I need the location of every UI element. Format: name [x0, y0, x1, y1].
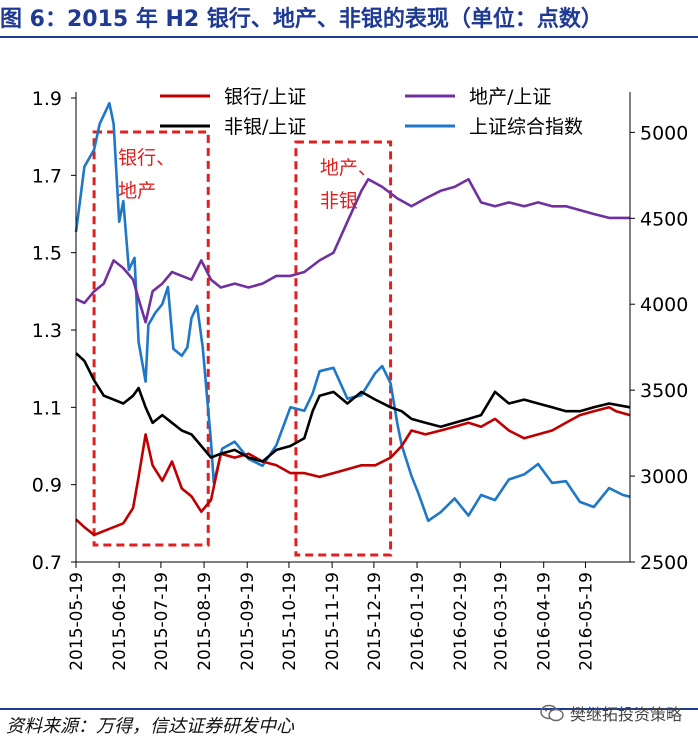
- annotation-label: 银行、: [118, 147, 175, 169]
- x-tick-label: 2016-03-19: [492, 572, 512, 671]
- left-tick-label: 0.9: [32, 475, 62, 497]
- x-tick-label: 2015-11-19: [323, 572, 343, 671]
- x-tick-label: 2015-12-19: [365, 572, 385, 671]
- right-tick-label: 2500: [640, 552, 688, 574]
- series-line-0: [75, 405, 631, 537]
- highlight-box: [294, 140, 393, 557]
- series-line-3: [74, 101, 631, 523]
- right-tick-label: 4000: [640, 294, 688, 316]
- x-tick-label: 2016-02-19: [451, 572, 471, 671]
- x-tick-label: 2016-01-19: [408, 572, 428, 671]
- source-divider: [0, 708, 698, 710]
- x-tick-label: 2015-08-19: [195, 572, 215, 671]
- series-layer: [74, 101, 631, 537]
- source-note: 资料来源：万得，信达证券研发中心: [6, 716, 294, 737]
- annotation-label: 非银: [320, 190, 358, 212]
- legend-label: 地产/上证: [469, 86, 551, 108]
- wechat-icon: [540, 704, 564, 722]
- left-tick-label: 0.7: [32, 552, 62, 574]
- legend-label: 上证综合指数: [469, 116, 583, 138]
- x-tick-label: 2015-05-19: [67, 572, 87, 671]
- left-tick-label: 1.9: [32, 88, 62, 110]
- series-line-2: [75, 352, 631, 463]
- annotation-label: 地产、: [320, 157, 377, 179]
- legend-label: 银行/上证: [224, 86, 306, 108]
- chart-title: 图 6：2015 年 H2 银行、地产、非银的表现（单位：点数）: [0, 7, 603, 32]
- x-tick-label: 2015-06-19: [110, 572, 130, 671]
- highlight-box: [92, 130, 210, 547]
- right-tick-label: 5000: [640, 122, 688, 144]
- right-tick-label: 3500: [640, 380, 688, 402]
- left-tick-label: 1.3: [32, 320, 62, 342]
- right-tick-label: 3000: [640, 466, 688, 488]
- x-tick-label: 2016-05-19: [576, 572, 596, 671]
- axes: 0.7 0.9 1.1 1.3 1.5 1.7 1.9 2500 3000 3500 4000 450…: [32, 88, 689, 671]
- right-tick-label: 4500: [640, 208, 688, 230]
- left-tick-label: 1.1: [32, 397, 62, 419]
- highlight-boxes: 银行、地产 地产、非银: [92, 130, 393, 557]
- legend-label: 非银/上证: [224, 116, 306, 138]
- watermark-text: 樊继拓投资策略: [569, 705, 682, 724]
- x-tick-label: 2015-10-19: [280, 572, 300, 671]
- x-tick-label: 2016-04-19: [535, 572, 555, 671]
- series-line-1: [75, 177, 630, 324]
- chart: 银行、地产 地产、非银 0.7 0.9 1.1 1.3 1.5 1.7 1.9 2500 3000…: [32, 86, 689, 671]
- watermark: 樊继拓投资策略: [540, 701, 682, 725]
- left-tick-label: 1.7: [32, 165, 62, 187]
- title-divider: [0, 36, 698, 38]
- left-tick-label: 1.5: [32, 243, 62, 265]
- annotation-label: 地产: [118, 180, 156, 202]
- x-tick-label: 2015-09-19: [238, 572, 258, 671]
- x-tick-label: 2015-07-19: [152, 572, 172, 671]
